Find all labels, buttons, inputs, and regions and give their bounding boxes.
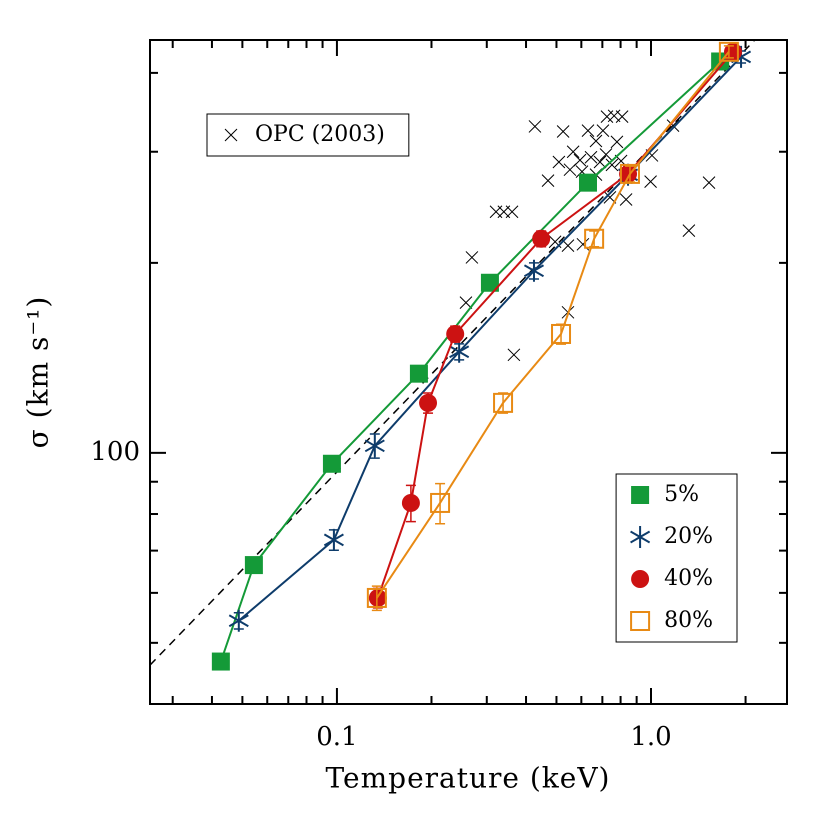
- legend-text: 20%: [664, 524, 713, 549]
- marker: [446, 324, 465, 343]
- marker: [541, 174, 555, 187]
- marker: [409, 364, 428, 383]
- marker: [718, 41, 739, 62]
- plot-frame: [149, 39, 788, 705]
- marker: [566, 145, 580, 159]
- error-bar: [723, 45, 734, 59]
- marker: [593, 155, 607, 169]
- marker: [630, 526, 651, 548]
- marker: [644, 175, 657, 188]
- marker: [610, 135, 624, 149]
- marker: [581, 124, 595, 138]
- legend-text: 5%: [664, 482, 699, 507]
- marker: [224, 128, 238, 142]
- x-tick-label: 0.1: [316, 722, 357, 752]
- marker: [532, 229, 551, 248]
- marker: [631, 570, 650, 588]
- marker: [584, 150, 598, 164]
- marker: [480, 273, 499, 292]
- legend-text: OPC (2003): [255, 122, 385, 147]
- marker: [563, 163, 577, 177]
- marker: [505, 205, 519, 219]
- marker: [615, 110, 629, 123]
- marker: [323, 528, 344, 551]
- marker: [589, 134, 603, 148]
- error-bar: [435, 482, 446, 525]
- marker: [619, 163, 640, 184]
- marker: [556, 125, 570, 138]
- marker: [228, 609, 249, 632]
- legend-text: 40%: [664, 566, 713, 591]
- y-axis-label: σ (km s⁻¹): [22, 296, 55, 449]
- x-tick-label: 1.0: [630, 722, 671, 752]
- x-axis-label: Temperature (keV): [326, 762, 611, 795]
- marker: [528, 120, 542, 133]
- legend: OPC (2003): [206, 113, 410, 157]
- marker: [507, 348, 521, 362]
- marker: [419, 393, 438, 412]
- marker: [605, 158, 619, 172]
- marker: [607, 109, 621, 123]
- marker: [523, 259, 545, 282]
- marker: [584, 228, 605, 249]
- marker: [551, 323, 572, 344]
- marker: [682, 224, 696, 237]
- marker: [211, 652, 230, 671]
- y-tick-label: 100: [90, 437, 140, 467]
- marker: [244, 556, 263, 575]
- plot-area: [150, 40, 756, 671]
- marker: [596, 124, 610, 138]
- marker: [401, 493, 420, 512]
- marker: [578, 173, 597, 192]
- marker: [702, 176, 716, 190]
- error-bar: [556, 323, 567, 345]
- marker: [465, 251, 479, 264]
- marker: [459, 296, 473, 309]
- marker: [493, 392, 514, 413]
- marker: [430, 492, 451, 513]
- marker: [449, 340, 470, 363]
- marker: [364, 434, 385, 457]
- marker: [322, 454, 341, 473]
- marker: [630, 611, 651, 631]
- legend: 5% 20% 40% 80%: [615, 473, 738, 643]
- marker: [631, 486, 650, 504]
- marker: [599, 148, 613, 161]
- legend-box: [206, 113, 410, 157]
- legend-text: 80%: [664, 608, 713, 633]
- marker: [366, 587, 387, 608]
- marker: [666, 119, 680, 132]
- marker: [619, 193, 633, 206]
- marker: [552, 155, 566, 169]
